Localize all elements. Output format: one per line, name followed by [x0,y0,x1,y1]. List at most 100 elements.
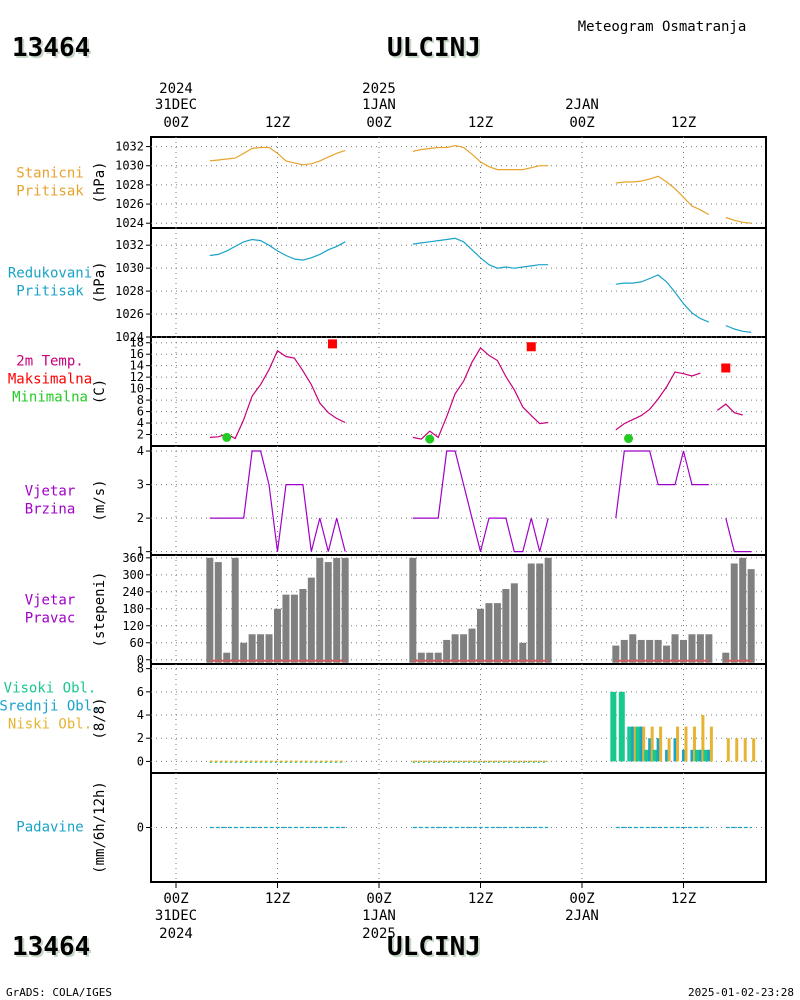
cloud-bar-2 [709,726,713,762]
tmax-marker [526,342,536,352]
wind-dir-bar [722,652,730,663]
wind-dir-bar [730,563,738,663]
station-name: ULCINJ [387,33,481,63]
panel-label-reduced_pressure: Redukovani [8,266,92,282]
footer-station-name: ULCINJ [387,932,481,962]
cloud-bar-2 [726,738,730,762]
wind-dir-bar [637,639,645,663]
y-tick-label: 0 [137,821,144,835]
time-label-bottom: 1JAN [362,908,396,924]
wind-dir-bar [316,557,324,663]
y-tick-label: 1024 [115,330,144,344]
render-timestamp: 2025-01-02-23:28 [688,986,794,999]
y-tick-label: 2 [137,428,144,442]
time-label-bottom: 2025 [362,926,396,942]
y-tick-label: 6 [137,685,144,699]
y-tick-label: 1030 [115,261,144,275]
time-label-bottom: 31DEC [155,908,197,924]
time-label-top: 00Z [569,115,594,131]
series-line-wind_speed [209,450,346,552]
wind-dir-bar [214,562,222,663]
panel-data-station_pressure [209,144,752,224]
wind-dir-bar [739,557,747,663]
wind-dir-bar [409,557,417,663]
cloud-bar-2 [752,738,756,762]
time-label-top: 1JAN [362,97,396,113]
series-line-reduced_pressure [725,324,752,333]
y-axis-title: (stepeni) [92,572,108,648]
cloud-bar-2 [642,726,646,762]
time-label-bottom: 2JAN [565,908,599,924]
panel-frame-temperature [150,336,767,447]
y-axis-title: (mm/6h/12h) [92,781,108,874]
y-tick-label: 300 [122,568,144,582]
footer-station-id-shadow: 13464 [14,934,92,964]
y-tick-label: 4 [137,708,144,722]
series-line-station_pressure [615,175,710,216]
cloud-bar-1 [673,738,677,762]
wind-dir-bar [527,563,535,663]
wind-dir-bar [477,608,484,663]
cloud-bar-1 [707,749,711,762]
tmin-marker [624,434,634,444]
y-tick-label: 18 [130,336,144,350]
time-label-bottom: 12Z [468,891,493,907]
time-label-top: 00Z [366,115,391,131]
wind-dir-bar [341,557,349,663]
time-label-bottom: 00Z [163,891,188,907]
wind-dir-bar [620,639,628,663]
cloud-bar-1 [665,749,669,762]
time-label-top: 00Z [163,115,188,131]
tmax-marker [327,339,337,349]
y-tick-label: 120 [122,619,144,633]
wind-dir-bar [434,652,442,663]
cloud-bar-2 [633,726,637,762]
time-label-top: 2024 [159,81,193,97]
wind-dir-bar [231,557,239,663]
time-label-top: 31DEC [155,97,197,113]
wind-dir-bar [307,577,315,663]
wind-dir-bar [443,639,451,663]
cloud-bar-0 [635,726,642,762]
wind-dir-bar [519,642,527,663]
wind-dir-bar [747,569,755,663]
wind-dir-bar [646,639,654,663]
tmin-marker [222,432,232,442]
time-label-top: 12Z [671,115,696,131]
wind-dir-bar [265,634,273,663]
time-label-bottom: 2024 [159,926,193,942]
y-tick-label: 16 [130,347,144,361]
y-tick-label: 60 [130,636,144,650]
cloud-bar-2 [659,726,663,762]
cloud-bar-2 [684,726,688,762]
wind-dir-bar [324,562,332,663]
y-tick-label: 240 [122,585,144,599]
cloud-bar-0 [618,691,625,762]
series-line-station_pressure [725,216,752,224]
panel-label-station_pressure: Stanicni [16,166,83,182]
series-line-temperature [209,349,346,440]
y-tick-label: 1 [137,545,144,559]
y-axis-title: (m/s) [92,479,108,521]
wind-dir-bar [240,642,248,663]
y-tick-label: 14 [130,359,144,373]
wind-dir-bar [705,634,713,663]
y-tick-label: 8 [137,662,144,676]
y-tick-label: 360 [122,551,144,565]
series-line-temperature [716,403,743,416]
wind-dir-bar [299,588,307,663]
y-axis-title: (C) [92,379,108,404]
y-tick-label: 10 [130,382,144,396]
wind-dir-bar [274,608,281,663]
series-line-temperature [615,371,701,431]
wind-dir-bar [629,634,637,663]
wind-dir-bar [282,594,290,663]
panel-label-wind_speed: Brzina [25,502,76,518]
cloud-bar-2 [701,715,705,762]
time-label-top: 2JAN [565,97,599,113]
cloud-bar-0 [644,749,651,762]
series-line-wind_speed [412,450,549,553]
wind-dir-bar [290,594,298,663]
wind-dir-bar [493,603,501,663]
